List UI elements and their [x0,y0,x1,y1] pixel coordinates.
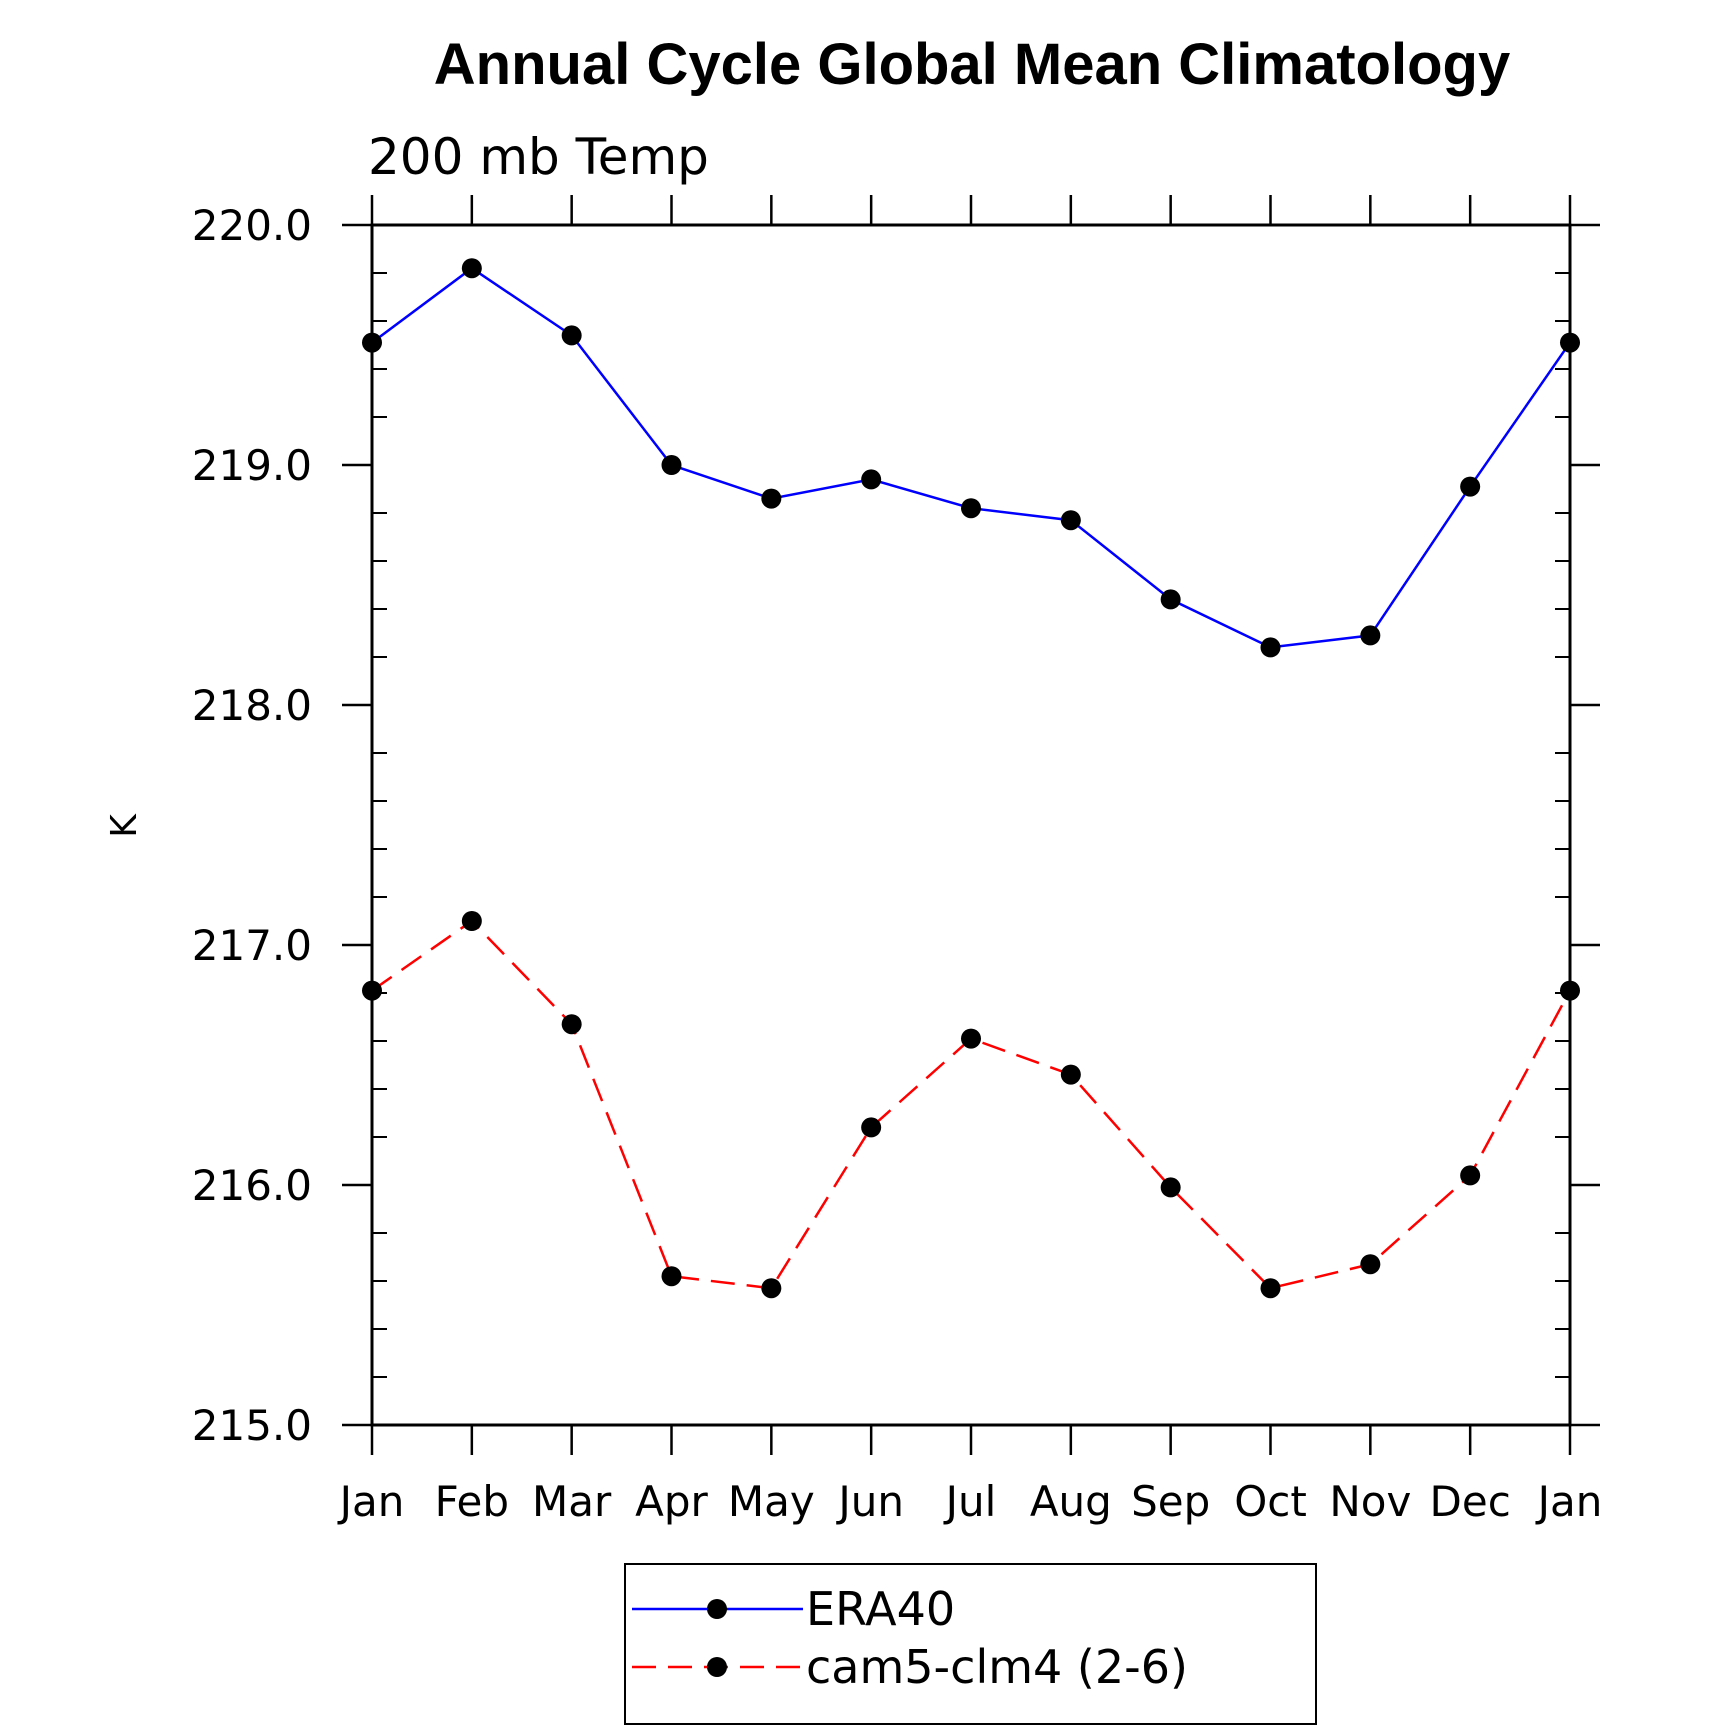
data-point [1460,1165,1481,1186]
y-tick-label: 215.0 [192,1401,312,1450]
x-tick-label: May [728,1477,815,1526]
legend-marker [707,1599,727,1619]
data-point [1360,1254,1381,1275]
data-point [1060,510,1081,531]
data-point [961,1028,981,1049]
y-tick-label: 216.0 [192,1161,312,1210]
x-tick-label: Jun [835,1477,904,1526]
legend-label: cam5-clm4 (2-6) [806,1640,1188,1694]
x-tick-label: Nov [1329,1477,1411,1526]
series-line-0 [371,266,1572,649]
x-tick-label: Jan [337,1477,405,1526]
data-point [1260,637,1281,658]
x-tick-label: Oct [1234,1477,1307,1526]
x-tick-label: Dec [1430,1477,1511,1526]
y-tick-label: 219.0 [192,441,312,490]
data-point [1460,476,1481,497]
data-point [1560,332,1580,353]
y-tick-label: 217.0 [192,921,312,970]
data-point [561,325,582,346]
legend-marker [707,1657,727,1677]
y-tick-label: 220.0 [192,201,312,250]
data-point [1160,589,1181,610]
data-point [561,1014,582,1035]
legend-label: ERA40 [806,1582,955,1636]
data-point [1560,980,1580,1001]
data-point [861,1117,882,1138]
y-tick-labels: 215.0 216.0 217.0 218.0 219.0 220.0 [192,201,312,1450]
data-point [761,488,782,509]
x-tick-labels: Jan Feb Mar Apr May Jun Jul Aug Sep Oct Nov Dec Jan [337,1477,1603,1526]
y-tick-label: 218.0 [192,681,312,730]
data-point [1160,1177,1181,1198]
data-point [661,455,682,475]
data-point [461,258,482,279]
axis-ticks [342,195,1600,1455]
series-layer [362,258,1580,1299]
x-tick-label: Feb [435,1477,509,1526]
data-point [461,911,482,931]
chart-title: Annual Cycle Global Mean Climatology [434,32,1510,97]
data-point [1260,1278,1281,1299]
x-tick-label: Aug [1030,1477,1112,1526]
x-tick-label: Jul [943,1477,997,1526]
data-point [362,332,382,353]
x-tick-label: Apr [635,1477,708,1526]
data-point [1060,1064,1081,1085]
data-point [861,469,882,490]
legend-box [624,1563,1317,1725]
data-point [1360,625,1381,646]
data-point [961,498,981,519]
data-point [761,1278,782,1299]
y-axis-label: K [104,813,145,838]
x-tick-label: Sep [1131,1477,1210,1526]
x-tick-label: Jan [1535,1477,1603,1526]
data-point [661,1266,682,1287]
chart-subtitle: 200 mb Temp [368,128,709,186]
x-tick-label: Mar [532,1477,612,1526]
series-line-1 [371,919,1572,1290]
data-point [362,980,382,1001]
